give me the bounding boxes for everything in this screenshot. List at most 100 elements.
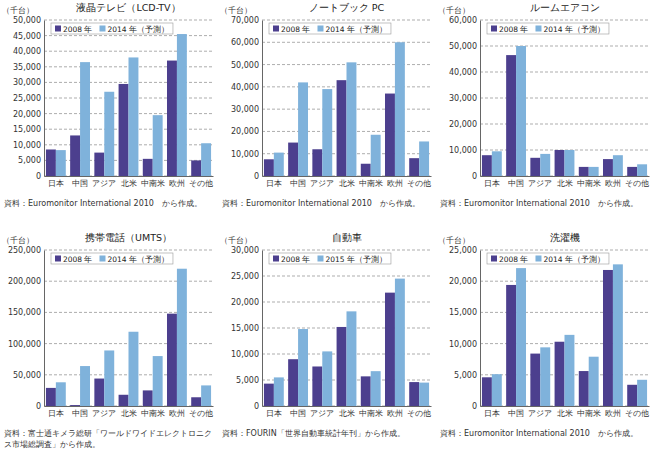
- source-note: 資料：Euromonitor International 2010 から作成。: [440, 429, 638, 438]
- x-tick: 日本: [266, 406, 282, 418]
- y-tick-label: 15,000: [449, 308, 477, 317]
- grid-line: [262, 42, 431, 43]
- grid-line: [480, 20, 649, 21]
- y-tick-label: 5,000: [18, 156, 41, 165]
- legend-label: 2014 年（予測）: [107, 25, 168, 34]
- y-tick: 60,000: [231, 38, 262, 47]
- legend-label: 2008 年: [63, 255, 92, 264]
- source-note: 資料：Euromonitor International 2010 から作成。: [222, 199, 420, 208]
- legend: 2008 年2014 年（予測）: [487, 23, 609, 34]
- y-tick: 0: [254, 402, 262, 411]
- chart-title: ノートブック PC: [309, 2, 385, 13]
- legend-swatch: [491, 256, 497, 262]
- y-tick: 50,000: [231, 61, 262, 70]
- x-tick: 中南米: [577, 406, 601, 418]
- y-tick-label: 30,000: [13, 78, 41, 87]
- bar: [361, 164, 371, 176]
- x-tick: その他: [407, 176, 431, 188]
- y-axis: 05,00010,00015,00020,00025,00030,000: [231, 246, 263, 411]
- x-tick: 中国: [290, 406, 306, 418]
- x-tick: 中国: [508, 406, 524, 418]
- bars: [264, 42, 429, 176]
- bar: [56, 382, 66, 406]
- y-tick: 10,000: [231, 350, 262, 359]
- x-tick-label: 中南米: [141, 179, 165, 188]
- x-tick: 中南米: [141, 406, 165, 418]
- bar: [530, 158, 540, 176]
- x-tick: 北米: [339, 176, 355, 188]
- y-tick-label: 0: [254, 402, 259, 411]
- bar: [540, 154, 550, 176]
- grid-line: [480, 72, 649, 73]
- legend-swatch: [55, 256, 61, 262]
- y-axis-line: [44, 21, 45, 177]
- bar: [565, 150, 575, 176]
- bar: [298, 329, 308, 406]
- source-note: 資料：富士通キメラ総研「ワールドワイドエレクトロニク: [4, 429, 212, 438]
- x-tick-label: 中国: [508, 179, 524, 188]
- x-tick-label: 欧州: [605, 409, 621, 418]
- bar: [347, 311, 357, 406]
- bar: [177, 34, 187, 176]
- legend-swatch: [273, 26, 279, 32]
- legend-box: [51, 253, 173, 264]
- y-tick-label: 200,000: [8, 277, 41, 286]
- x-tick: 北米: [557, 176, 573, 188]
- x-tick-label: 中南米: [577, 409, 601, 418]
- y-tick-label: 60,000: [231, 38, 259, 47]
- legend: 2008 年2014 年（予測）: [51, 23, 173, 34]
- bar: [46, 388, 56, 406]
- bar: [409, 382, 419, 406]
- y-tick-label: 20,000: [231, 298, 259, 307]
- legend-swatch: [491, 26, 497, 32]
- y-axis-title: （千台）: [220, 6, 252, 15]
- x-tick: 欧州: [387, 406, 403, 418]
- y-tick: 25,000: [13, 94, 44, 103]
- grid-line: [44, 250, 213, 251]
- x-axis-line: [45, 176, 214, 177]
- x-tick-label: その他: [625, 409, 649, 418]
- bar: [395, 42, 405, 176]
- legend-swatch: [317, 26, 323, 32]
- x-tick-label: その他: [407, 179, 431, 188]
- x-axis-line: [263, 406, 432, 407]
- bar: [516, 46, 526, 176]
- x-axis: 日本中国アジア北米中南米欧州その他: [263, 406, 432, 418]
- x-tick: 日本: [484, 176, 500, 188]
- x-tick-label: 北米: [121, 179, 137, 188]
- bar: [191, 397, 201, 406]
- bar: [129, 332, 139, 406]
- x-axis-line: [481, 176, 650, 177]
- y-tick: 45,000: [13, 32, 44, 41]
- legend-swatch: [535, 26, 541, 32]
- x-axis-line: [263, 176, 432, 177]
- source-note: 資料：FOURIN「世界自動車統計年刊」から作成。: [222, 429, 405, 438]
- y-tick-label: 0: [472, 402, 477, 411]
- legend-label: 2008 年: [281, 25, 310, 34]
- x-tick-label: アジア: [92, 409, 116, 418]
- y-tick: 40,000: [13, 47, 44, 56]
- x-tick: 中国: [72, 176, 88, 188]
- bar: [167, 314, 177, 406]
- x-tick: その他: [189, 176, 213, 188]
- y-tick: 30,000: [231, 246, 262, 255]
- x-axis: 日本中国アジア北米中南米欧州その他: [45, 406, 214, 418]
- bar: [409, 158, 419, 176]
- y-tick: 50,000: [13, 16, 44, 25]
- bar: [274, 377, 284, 406]
- x-tick: 欧州: [605, 176, 621, 188]
- x-tick: 中南米: [577, 176, 601, 188]
- x-tick: 中国: [290, 176, 306, 188]
- bars: [264, 279, 429, 406]
- y-tick-label: 60,000: [449, 16, 477, 25]
- legend: 2008 年2015 年（予測）: [269, 253, 391, 264]
- y-axis: 05,00010,00015,00020,00025,000: [449, 246, 481, 411]
- bars: [482, 46, 647, 176]
- bar: [264, 384, 274, 406]
- x-tick: 中南米: [141, 176, 165, 188]
- y-tick-label: 15,000: [231, 324, 259, 333]
- x-tick-label: その他: [625, 179, 649, 188]
- chart-title: 液晶テレビ（LCD-TV）: [76, 2, 180, 13]
- x-tick: 日本: [266, 176, 282, 188]
- y-tick: 150,000: [8, 308, 44, 317]
